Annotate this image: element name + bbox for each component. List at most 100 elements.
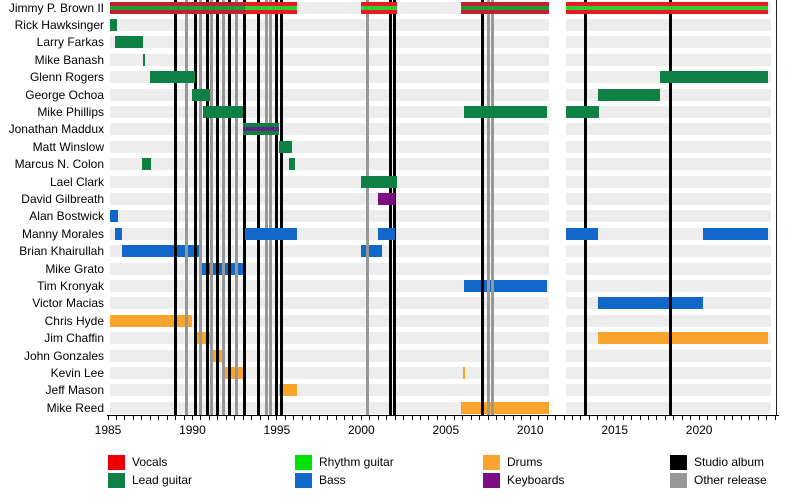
axis-tick: [631, 416, 633, 420]
member-bar-vocals_rhythm: [565, 1, 769, 14]
rhythm-guitar-stripe: [109, 5, 245, 10]
axis-tick-label: 2010: [516, 423, 544, 437]
row-band: [109, 53, 771, 66]
row-band: [109, 192, 771, 205]
axis-tick: [166, 416, 168, 420]
axis-tick: [732, 416, 734, 420]
member-name: Mike Banash: [34, 52, 104, 67]
studio-album-line: [668, 0, 672, 415]
member-name: George Ochoa: [25, 87, 104, 102]
axis-tick: [386, 416, 388, 420]
axis-tick: [115, 416, 117, 420]
axis-tick-label: 1995: [263, 423, 291, 437]
row-band: [109, 36, 771, 49]
axis-tick: [251, 416, 253, 420]
axis-tick: [512, 416, 514, 420]
vocals-stripe: [361, 1, 397, 6]
legend-label: Vocals: [132, 455, 168, 469]
axis-tick-label: 2005: [432, 423, 460, 437]
studio-album-line: [392, 0, 396, 415]
axis-tick-label: 1990: [179, 423, 206, 437]
member-bar-bass: [702, 227, 769, 240]
axis-tick: [723, 416, 725, 420]
vocals-stripe: [109, 1, 245, 6]
studio-album-line: [583, 0, 587, 415]
member-bar-bass: [565, 227, 598, 240]
axis-tick: [343, 416, 345, 420]
axis-tick: [335, 416, 337, 420]
other-release-line: [234, 0, 238, 415]
member-bar-bass: [378, 227, 396, 240]
axis-tick: [225, 416, 227, 420]
legend-label: Keyboards: [507, 473, 565, 487]
member-bar-drums: [597, 332, 769, 345]
member-bar-bass: [121, 245, 200, 258]
member-name: Matt Winslow: [32, 139, 104, 154]
member-bar-vocals_rhythm: [361, 1, 397, 14]
other-release-line: [198, 0, 202, 415]
other-release-line: [269, 0, 273, 415]
axis-tick: [175, 416, 177, 420]
member-name: Mike Reed: [46, 400, 104, 415]
axis-tick: [141, 416, 143, 420]
member-bar-lead_guitar: [660, 71, 769, 84]
member-bar-lead_guitar: [464, 105, 548, 118]
axis-tick: [124, 416, 126, 420]
row-band: [109, 384, 771, 397]
vocals-stripe: [361, 9, 397, 14]
member-name: Glenn Rogers: [29, 70, 104, 85]
vocals-stripe: [244, 1, 298, 6]
axis-tick: [597, 416, 599, 420]
member-bar-bass: [597, 297, 703, 310]
axis-tick: [360, 416, 362, 420]
axis-tick: [419, 416, 421, 420]
rhythm-guitar-stripe: [361, 5, 397, 10]
studio-album-line: [228, 0, 232, 415]
member-name: David Gilbreath: [21, 191, 104, 206]
axis-tick: [740, 416, 742, 420]
member-name: John Gonzales: [23, 348, 104, 363]
legend-swatch-keyboards: [483, 473, 500, 488]
axis-tick: [301, 416, 303, 420]
member-bar-bass: [464, 279, 548, 292]
axis-tick: [318, 416, 320, 420]
axis-tick: [394, 416, 396, 420]
legend-swatch-vocals: [108, 455, 125, 470]
lead-guitar-stripe: [243, 123, 279, 128]
other-release-line: [222, 0, 226, 415]
legend-label: Rhythm guitar: [319, 455, 394, 469]
legend-swatch-bass: [295, 473, 312, 488]
member-bar-lead_guitar: [278, 140, 293, 153]
other-release-line: [486, 0, 490, 415]
axis-tick: [504, 416, 506, 420]
axis-tick-label: 2020: [685, 423, 713, 437]
rhythm-guitar-stripe: [461, 5, 549, 10]
row-band: [109, 158, 771, 171]
axis-tick: [369, 416, 371, 420]
axis-tick: [766, 416, 768, 420]
row-band: [109, 349, 771, 362]
row-band: [109, 175, 771, 188]
member-bar-lead_guitar: [109, 18, 118, 31]
axis-tick-label: 2000: [347, 423, 375, 437]
studio-album-line: [256, 0, 260, 415]
member-bar-bass: [109, 210, 119, 223]
axis-tick-label: 2015: [601, 423, 629, 437]
legend-swatch-drums: [483, 455, 500, 470]
axis-tick: [217, 416, 219, 420]
member-name: Manny Morales: [21, 226, 104, 241]
member-bar-lead_guitar: [192, 88, 211, 101]
inactive-gap-strip: [548, 0, 566, 415]
axis-tick: [588, 416, 590, 420]
member-bar-lead_guitar: [141, 158, 152, 171]
axis-tick: [639, 416, 641, 420]
axis-tick: [664, 416, 666, 420]
rhythm-guitar-stripe: [565, 5, 769, 10]
member-bar-drums: [222, 366, 245, 379]
member-bar-lead_guitar: [361, 175, 397, 188]
axis-tick: [191, 416, 193, 420]
axis-tick: [200, 416, 202, 420]
rhythm-guitar-stripe: [244, 5, 298, 10]
axis-tick: [580, 416, 582, 420]
